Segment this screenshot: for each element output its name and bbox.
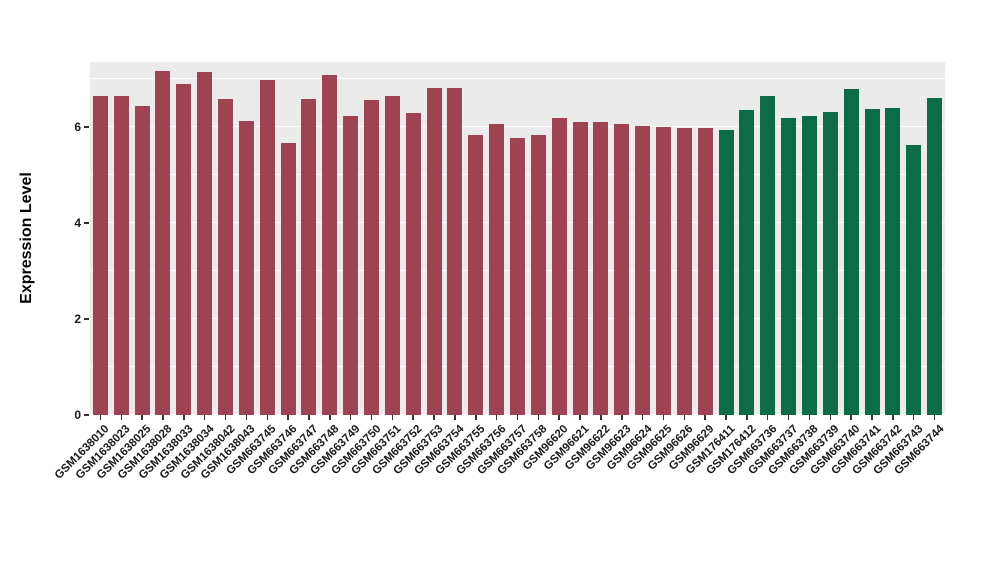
bar-GSM663748 bbox=[322, 75, 338, 415]
x-tick-mark bbox=[433, 415, 435, 420]
x-tick-mark bbox=[349, 415, 352, 420]
bar-GSM1638028 bbox=[155, 70, 171, 415]
bar-GSM663736 bbox=[760, 95, 776, 415]
x-tick-mark bbox=[245, 415, 248, 420]
bar-GSM663750 bbox=[364, 100, 380, 415]
x-tick-mark bbox=[412, 415, 414, 420]
x-tick-mark bbox=[704, 415, 706, 420]
x-tick-mark bbox=[766, 415, 769, 420]
bar-GSM663754 bbox=[447, 88, 463, 415]
bar-GSM663742 bbox=[885, 107, 901, 415]
x-tick-mark bbox=[99, 415, 102, 420]
x-tick-mark bbox=[224, 415, 227, 420]
x-tick-mark bbox=[808, 415, 811, 420]
y-tick-label: 4 bbox=[74, 215, 81, 230]
major-gridline bbox=[90, 125, 945, 127]
bar-GSM1638042 bbox=[218, 99, 234, 415]
x-tick-mark bbox=[641, 415, 644, 420]
bar-GSM1638010 bbox=[92, 95, 108, 415]
x-tick-mark bbox=[141, 415, 143, 420]
x-tick-mark bbox=[683, 415, 686, 420]
y-tick-mark bbox=[84, 318, 89, 320]
bar-GSM663755 bbox=[468, 135, 484, 415]
y-tick-mark bbox=[84, 126, 89, 128]
x-tick-mark bbox=[579, 415, 581, 420]
bar-GSM663743 bbox=[906, 144, 922, 415]
x-tick-mark bbox=[892, 415, 894, 420]
bar-GSM663746 bbox=[280, 142, 296, 415]
bar-GSM1638023 bbox=[113, 95, 129, 415]
x-tick-mark bbox=[370, 415, 373, 420]
bar-GSM176411 bbox=[718, 129, 734, 415]
bar-GSM663753 bbox=[426, 88, 442, 415]
bar-GSM96620 bbox=[551, 117, 567, 415]
bar-GSM663745 bbox=[259, 79, 275, 415]
x-tick-mark bbox=[183, 415, 185, 420]
plot-area bbox=[90, 62, 945, 415]
x-tick-mark bbox=[329, 415, 331, 420]
bar-GSM1638034 bbox=[197, 71, 213, 415]
x-tick-mark bbox=[391, 415, 394, 420]
bar-GSM176412 bbox=[739, 110, 755, 415]
bar-GSM663747 bbox=[301, 99, 317, 415]
bar-GSM663752 bbox=[405, 113, 421, 415]
x-tick-mark bbox=[850, 415, 852, 420]
x-tick-mark bbox=[621, 415, 623, 420]
bar-GSM663738 bbox=[801, 115, 817, 415]
x-tick-mark bbox=[266, 415, 268, 420]
x-tick-mark bbox=[912, 415, 915, 420]
bar-GSM663740 bbox=[843, 89, 859, 415]
bar-GSM96626 bbox=[676, 127, 692, 415]
x-tick-mark bbox=[787, 415, 790, 420]
bar-GSM96625 bbox=[655, 127, 671, 415]
x-tick-mark bbox=[454, 415, 456, 420]
x-tick-mark bbox=[120, 415, 123, 420]
bar-GSM663737 bbox=[781, 117, 797, 415]
x-tick-mark bbox=[475, 415, 477, 420]
bar-GSM1638043 bbox=[238, 120, 254, 415]
bar-GSM1638033 bbox=[176, 83, 192, 415]
y-tick-mark bbox=[84, 222, 89, 224]
y-axis-title: Expression Level bbox=[18, 172, 35, 304]
bar-GSM96629 bbox=[697, 127, 713, 415]
bar-GSM96623 bbox=[614, 124, 630, 415]
x-tick-mark bbox=[746, 415, 748, 420]
bar-GSM663739 bbox=[822, 112, 838, 415]
x-tick-mark bbox=[662, 415, 665, 420]
x-tick-mark bbox=[829, 415, 832, 420]
bar-GSM1638025 bbox=[134, 105, 150, 415]
bar-GSM96621 bbox=[572, 122, 588, 415]
y-tick-mark bbox=[84, 414, 89, 416]
x-tick-mark bbox=[308, 415, 310, 420]
x-tick-mark bbox=[558, 415, 560, 420]
bar-GSM663758 bbox=[530, 135, 546, 415]
bar-GSM663749 bbox=[343, 115, 359, 415]
bar-GSM96622 bbox=[593, 122, 609, 415]
y-tick-label: 6 bbox=[74, 119, 81, 134]
bar-GSM663751 bbox=[384, 95, 400, 415]
x-tick-mark bbox=[162, 415, 164, 420]
x-tick-mark bbox=[287, 415, 289, 420]
x-tick-mark bbox=[516, 415, 519, 420]
x-tick-mark bbox=[725, 415, 727, 420]
x-tick-mark bbox=[600, 415, 602, 420]
y-tick-label: 0 bbox=[74, 407, 81, 422]
bar-GSM663744 bbox=[927, 98, 943, 415]
bar-GSM663741 bbox=[864, 108, 880, 415]
x-tick-mark bbox=[203, 415, 206, 420]
bar-GSM663757 bbox=[510, 138, 525, 415]
bar-GSM96624 bbox=[635, 126, 651, 415]
x-tick-mark bbox=[495, 415, 498, 420]
bar-GSM663756 bbox=[489, 124, 505, 415]
x-tick-mark bbox=[933, 415, 936, 420]
minor-gridline bbox=[90, 78, 945, 79]
x-tick-mark bbox=[537, 415, 540, 420]
y-tick-label: 2 bbox=[74, 311, 81, 326]
x-tick-mark bbox=[871, 415, 873, 420]
